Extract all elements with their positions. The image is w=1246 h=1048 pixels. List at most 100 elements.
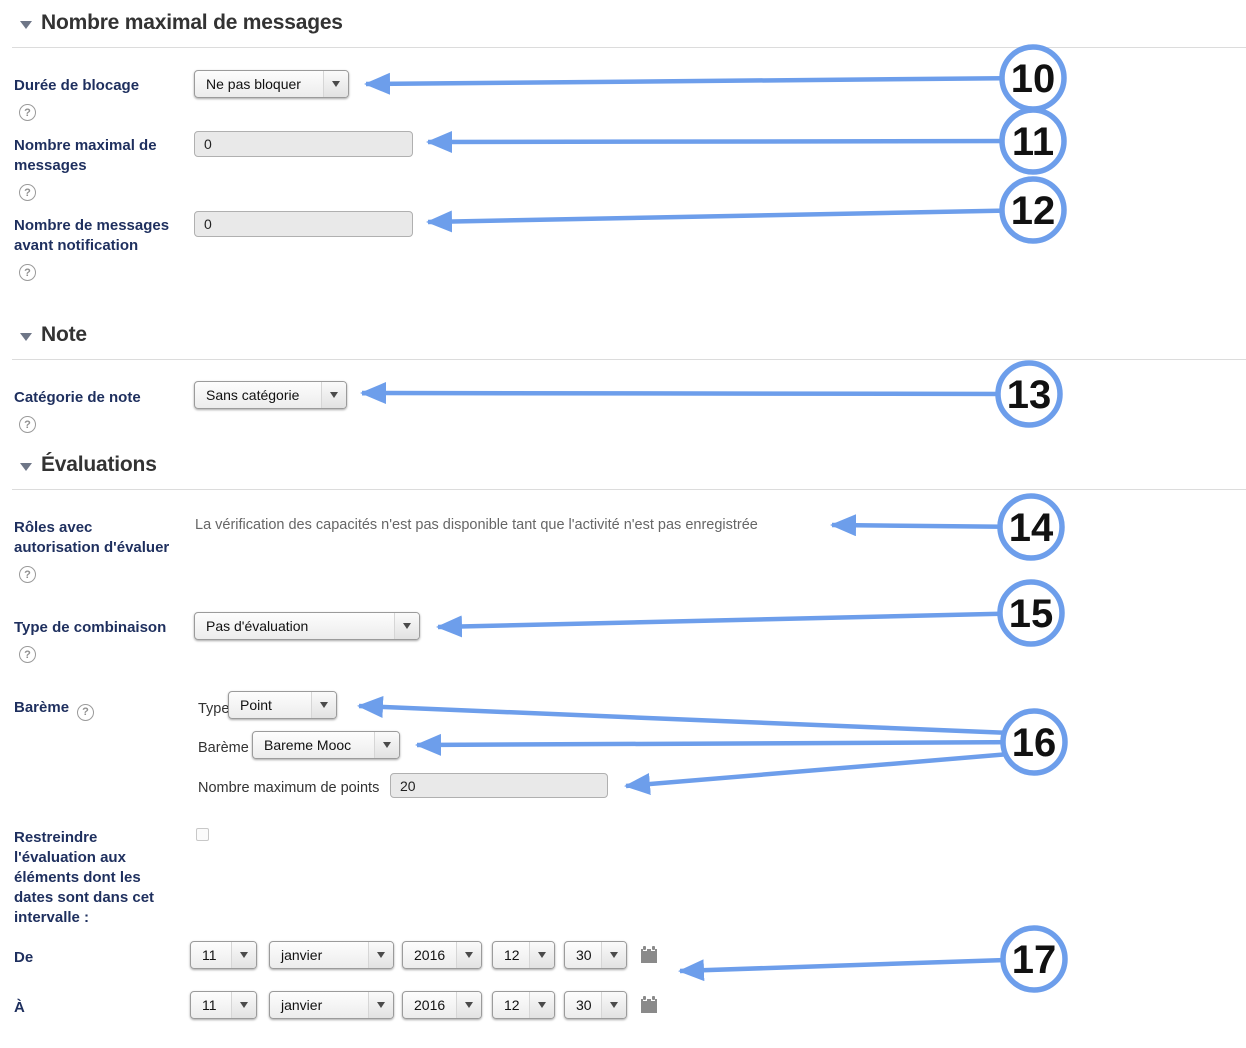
collapse-toggle-icon [20, 332, 32, 341]
field-label-grade-category: Catégorie de note ? [14, 388, 174, 434]
chevron-down-icon [456, 942, 481, 968]
scale-name-select[interactable]: Bareme Mooc [252, 731, 400, 759]
callout-circle-10 [999, 44, 1067, 112]
help-icon[interactable]: ? [19, 566, 36, 583]
date-to-hour-select[interactable]: 12 [492, 991, 555, 1019]
aggregate-type-select[interactable]: Pas d'évaluation [194, 612, 420, 640]
callout-arrow-13 [360, 382, 1030, 405]
date-from-year-select[interactable]: 2016 [402, 941, 482, 969]
field-label-aggregate-type: Type de combinaison ? [14, 618, 174, 664]
section-title: Évaluations [41, 453, 157, 476]
callout-circle-11 [999, 107, 1067, 175]
section-divider [12, 359, 1246, 360]
callout-number: 12 [1011, 189, 1056, 233]
date-to-month-select[interactable]: janvier [269, 991, 394, 1019]
section-header-max-messages[interactable]: Nombre maximal de messages [20, 11, 343, 35]
chevron-down-icon [321, 382, 346, 408]
date-to-year-select[interactable]: 2016 [402, 991, 482, 1019]
field-label-restrict: Restreindre l'évaluation aux éléments do… [14, 829, 155, 926]
callout-number: 17 [1012, 938, 1057, 982]
field-label-date-to: À [14, 999, 25, 1016]
date-from-day-select[interactable]: 11 [190, 941, 257, 969]
callout-arrow-10 [364, 72, 1034, 95]
scale-type-select[interactable]: Point [228, 691, 337, 719]
callout-arrow-11 [426, 130, 1034, 153]
messages-before-notification-input[interactable]: 0 [194, 211, 413, 237]
date-to-day-select[interactable]: 11 [190, 991, 257, 1019]
grade-category-select[interactable]: Sans catégorie [194, 381, 347, 409]
callout-circle-14 [997, 493, 1065, 561]
callout-number: 11 [1012, 120, 1054, 164]
chevron-down-icon [529, 992, 554, 1018]
collapse-toggle-icon [20, 20, 32, 29]
chevron-down-icon [368, 992, 393, 1018]
section-header-evaluations[interactable]: Évaluations [20, 453, 157, 477]
chevron-down-icon [374, 732, 399, 758]
callout-circle-17 [1000, 925, 1068, 993]
select-value: Sans catégorie [206, 387, 300, 403]
section-divider [12, 489, 1246, 490]
callout-arrow-14 [830, 514, 1032, 537]
callout-arrow-12 [426, 207, 1034, 233]
field-label-max-messages: Nombre maximal de messages ? [14, 136, 174, 202]
section-title: Nombre maximal de messages [41, 11, 343, 34]
date-from-minute-select[interactable]: 30 [564, 941, 627, 969]
select-value: Ne pas bloquer [206, 76, 301, 92]
section-title: Note [41, 323, 87, 346]
collapse-toggle-icon [20, 462, 32, 471]
help-icon[interactable]: ? [77, 703, 95, 721]
max-points-input[interactable]: 20 [390, 773, 608, 798]
callout-arrow-15 [436, 610, 1032, 638]
date-from-row: 11 janvier 2016 12 30 [190, 941, 659, 969]
callout-circle-16 [1000, 708, 1068, 776]
select-value: Pas d'évaluation [206, 618, 309, 634]
field-label-roles: Rôles avec autorisation d'évaluer ? [14, 518, 174, 584]
scale-name-label: Barème [198, 740, 249, 756]
restrict-checkbox[interactable] [196, 828, 209, 841]
select-value: Bareme Mooc [264, 737, 352, 753]
max-messages-input[interactable]: 0 [194, 131, 413, 157]
chevron-down-icon [231, 992, 256, 1018]
callout-circles: 10 11 12 13 14 15 16 17 [995, 44, 1068, 993]
help-icon[interactable]: ? [19, 184, 36, 201]
max-points-label: Nombre maximum de points [198, 780, 380, 796]
callout-number: 13 [1007, 373, 1052, 417]
help-icon[interactable]: ? [19, 264, 36, 281]
chevron-down-icon [368, 942, 393, 968]
chevron-down-icon [231, 942, 256, 968]
chevron-down-icon [311, 692, 336, 718]
date-to-row: 11 janvier 2016 12 30 [190, 991, 659, 1019]
chevron-down-icon [601, 942, 626, 968]
field-label-messages-before-notification: Nombre de messages avant notification ? [14, 216, 174, 282]
calendar-icon[interactable] [639, 945, 659, 965]
callout-arrow-17 [678, 956, 1035, 982]
help-icon[interactable]: ? [19, 646, 36, 663]
date-to-minute-select[interactable]: 30 [564, 991, 627, 1019]
scale-type-label: Type [198, 701, 230, 717]
callout-arrow-16b [415, 733, 1035, 756]
date-from-month-select[interactable]: janvier [269, 941, 394, 969]
roles-info-text: La vérification des capacités n'est pas … [195, 517, 758, 533]
callout-number: 15 [1009, 592, 1054, 636]
section-divider [12, 47, 1246, 48]
field-label-scale: Barème? [14, 698, 204, 721]
callout-circle-15 [997, 579, 1065, 647]
blocking-duration-select[interactable]: Ne pas bloquer [194, 70, 349, 98]
chevron-down-icon [456, 992, 481, 1018]
callout-arrow-16c [624, 749, 1035, 795]
field-label-date-from: De [14, 949, 34, 966]
callout-number: 14 [1009, 506, 1054, 550]
callout-arrow-16a [357, 696, 1035, 737]
callout-number: 16 [1012, 721, 1057, 765]
callout-circle-13 [995, 360, 1063, 428]
section-header-note[interactable]: Note [20, 323, 87, 347]
help-icon[interactable]: ? [19, 104, 36, 121]
select-value: Point [240, 697, 272, 713]
help-icon[interactable]: ? [19, 416, 36, 433]
chevron-down-icon [601, 992, 626, 1018]
chevron-down-icon [529, 942, 554, 968]
date-from-hour-select[interactable]: 12 [492, 941, 555, 969]
calendar-icon[interactable] [639, 995, 659, 1015]
callout-circle-12 [999, 176, 1067, 244]
